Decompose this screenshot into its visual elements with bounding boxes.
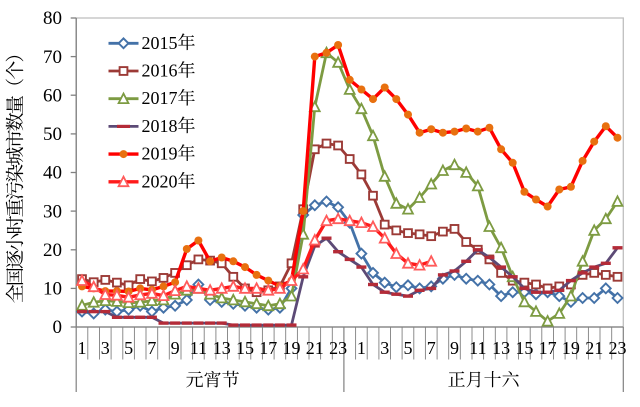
svg-text:15: 15 [515,338,533,358]
svg-text:40: 40 [43,163,62,184]
svg-text:2020: 2020 [142,171,178,191]
svg-text:2016: 2016 [142,61,178,81]
svg-text:9: 9 [450,338,459,358]
svg-text:11: 11 [190,338,207,358]
svg-text:7: 7 [147,338,156,358]
svg-text:80: 80 [43,8,62,29]
svg-text:15: 15 [236,338,254,358]
svg-text:21: 21 [306,338,324,358]
svg-text:70: 70 [43,47,62,68]
svg-text:7: 7 [427,338,436,358]
svg-text:2015: 2015 [142,33,178,53]
svg-text:19: 19 [562,338,580,358]
svg-text:5: 5 [404,338,413,358]
svg-text:60: 60 [43,86,62,107]
svg-text:17: 17 [259,338,277,358]
svg-text:21: 21 [585,338,603,358]
svg-text:10: 10 [43,279,62,300]
svg-text:0: 0 [53,317,63,338]
svg-text:2017: 2017 [142,88,178,108]
svg-text:13: 13 [492,338,510,358]
svg-text:13: 13 [213,338,231,358]
svg-text:11: 11 [469,338,486,358]
svg-text:50: 50 [43,124,62,145]
svg-text:3: 3 [101,338,110,358]
svg-text:2018: 2018 [142,116,178,136]
svg-text:23: 23 [609,338,627,358]
svg-text:9: 9 [171,338,180,358]
svg-text:30: 30 [43,201,62,222]
svg-text:1: 1 [78,338,87,358]
svg-text:17: 17 [539,338,557,358]
svg-text:3: 3 [380,338,389,358]
svg-text:23: 23 [329,338,347,358]
svg-text:1: 1 [357,338,366,358]
svg-text:19: 19 [283,338,301,358]
svg-text:20: 20 [43,240,62,261]
svg-text:2019: 2019 [142,144,178,164]
svg-text:5: 5 [124,338,133,358]
